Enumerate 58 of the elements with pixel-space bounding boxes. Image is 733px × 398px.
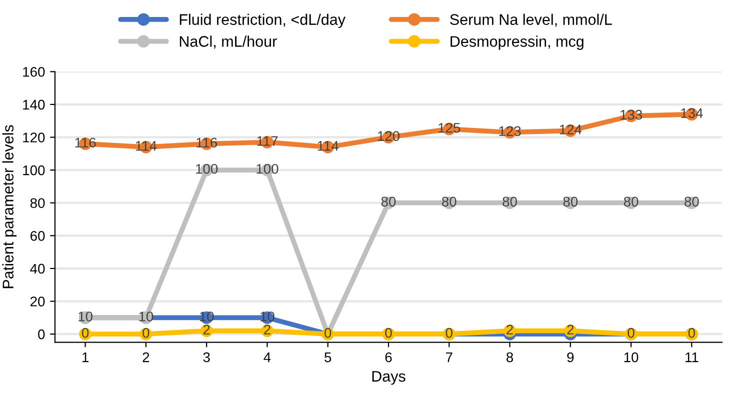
data-label: 2 [567,324,574,334]
data-label: 10 [260,312,274,322]
x-tick-label: 7 [446,352,452,362]
y-tick-label: 100 [23,165,45,176]
data-label: 2 [203,324,210,334]
data-label: 133 [620,110,642,120]
data-label: 0 [385,328,392,338]
x-tick-label: 1 [82,352,88,362]
data-label: 0 [446,328,452,338]
data-label: 80 [684,196,699,207]
y-tick-label: 20 [30,296,45,306]
data-label: 10 [78,312,92,322]
y-tick-label: 80 [30,198,45,208]
data-label: 0 [324,328,332,338]
x-axis-title: Days [372,371,406,385]
data-label: 120 [378,131,400,141]
legend-label: Desmopressin, mcg [450,36,584,50]
data-label: 2 [264,324,270,334]
data-label: 2 [506,324,513,334]
legend-label: Serum Na level, mmol/L [450,14,612,27]
data-label: 123 [499,126,521,136]
y-tick-label: 120 [23,132,45,142]
data-label: 117 [257,136,278,146]
data-label: 80 [563,196,578,207]
y-tick-label: 40 [30,264,45,274]
data-label: 0 [82,328,89,338]
x-tick-label: 3 [203,352,210,362]
y-tick-label: 160 [23,66,45,77]
legend-label: NaCl, mL/hour [180,36,277,49]
data-label: 80 [381,196,396,207]
data-label: 10 [139,312,154,322]
x-tick-label: 6 [385,352,392,362]
data-label: 100 [196,164,218,174]
x-tick-label: 11 [686,352,698,362]
x-tick-label: 2 [142,352,150,362]
x-tick-label: 9 [567,352,574,362]
data-label: 10 [200,312,214,322]
data-label: 0 [688,328,696,338]
data-label: 0 [142,328,150,338]
data-label: 80 [442,196,456,207]
y-axis-title: Patient parameter levels [2,125,17,288]
data-label: 114 [136,141,157,151]
data-label: 114 [318,141,339,151]
legend-label: Fluid restriction, <dL/day [180,14,346,28]
data-label: 116 [196,138,218,148]
x-tick-label: 10 [624,352,638,362]
data-label: 80 [624,196,638,207]
y-tick-label: 60 [30,231,45,241]
data-label: 0 [628,328,634,338]
data-label: 80 [502,196,517,207]
data-label: 100 [256,164,278,174]
x-tick-label: 8 [506,352,514,362]
y-tick-label: 140 [23,100,45,110]
data-label: 124 [560,124,582,134]
x-tick-label: 4 [264,352,271,362]
data-label: 125 [438,122,460,133]
x-tick-label: 5 [324,352,332,362]
y-tick-label: 0 [38,329,45,340]
